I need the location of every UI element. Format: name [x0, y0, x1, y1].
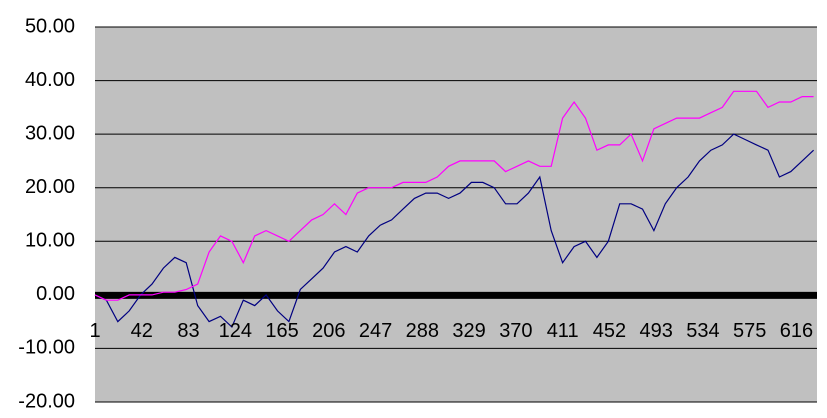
y-tick-label: 50.00	[25, 15, 75, 37]
x-tick-label: 1	[89, 320, 100, 342]
x-tick-label: 42	[131, 320, 153, 342]
x-tick-label: 288	[406, 320, 439, 342]
plot-area	[95, 27, 817, 402]
x-axis	[95, 291, 817, 299]
x-tick-label: 247	[359, 320, 392, 342]
x-tick-label: 493	[639, 320, 672, 342]
y-tick-label: 30.00	[25, 122, 75, 144]
series-line	[94, 133, 815, 329]
x-tick-label: 411	[547, 320, 579, 342]
x-tick-label: 206	[312, 320, 345, 342]
x-tick-label: 165	[265, 320, 298, 342]
y-tick-label: -10.00	[18, 337, 75, 359]
y-tick-label: 10.00	[25, 230, 75, 252]
x-tick-label: 575	[733, 320, 766, 342]
y-tick-label: -20.00	[18, 390, 75, 412]
x-tick-label: 83	[177, 320, 199, 342]
y-tick-label: 40.00	[25, 69, 75, 91]
x-tick-label: 534	[686, 320, 719, 342]
x-tick-label: 370	[499, 320, 532, 342]
x-tick-label: 452	[593, 320, 626, 342]
x-tick-label: 616	[780, 320, 813, 342]
y-tick-label: 0.00	[36, 283, 75, 305]
x-tick-label: 329	[452, 320, 485, 342]
x-tick-label: 124	[219, 320, 252, 342]
y-tick-label: 20.00	[25, 176, 75, 198]
series-line	[94, 90, 814, 301]
